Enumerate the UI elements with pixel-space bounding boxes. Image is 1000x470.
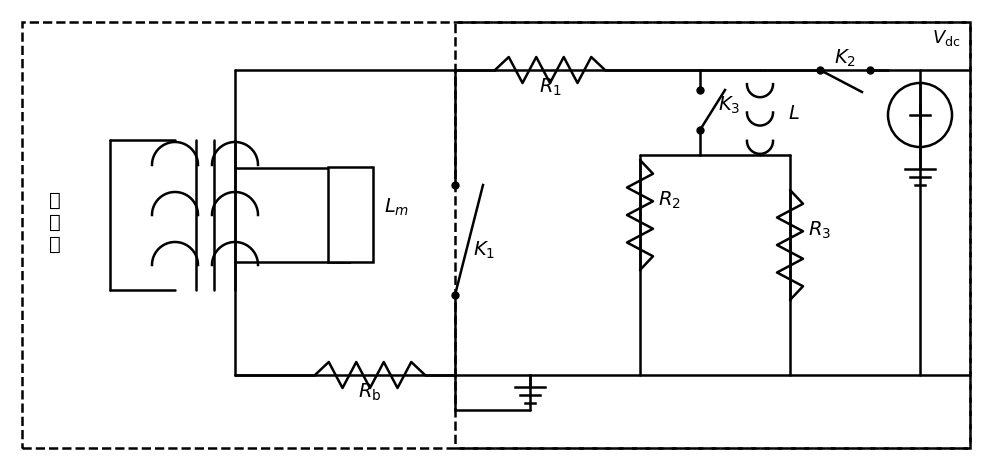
Text: $L_{m}$: $L_{m}$ [384,196,409,218]
Text: $R_{\mathrm{b}}$: $R_{\mathrm{b}}$ [358,382,382,403]
Text: 侧: 侧 [49,235,61,253]
Text: $L$: $L$ [788,103,800,123]
Text: $K_{1}$: $K_{1}$ [473,239,495,261]
Text: $K_{2}$: $K_{2}$ [834,48,856,69]
Text: 次: 次 [49,212,61,232]
Text: $R_{3}$: $R_{3}$ [808,219,831,241]
FancyBboxPatch shape [328,167,373,262]
Text: $R_{2}$: $R_{2}$ [658,189,681,211]
Text: $V_{\mathrm{dc}}$: $V_{\mathrm{dc}}$ [932,28,960,48]
Text: $R_{1}$: $R_{1}$ [539,77,561,98]
Text: 一: 一 [49,190,61,210]
Text: $K_{3}$: $K_{3}$ [718,94,740,116]
